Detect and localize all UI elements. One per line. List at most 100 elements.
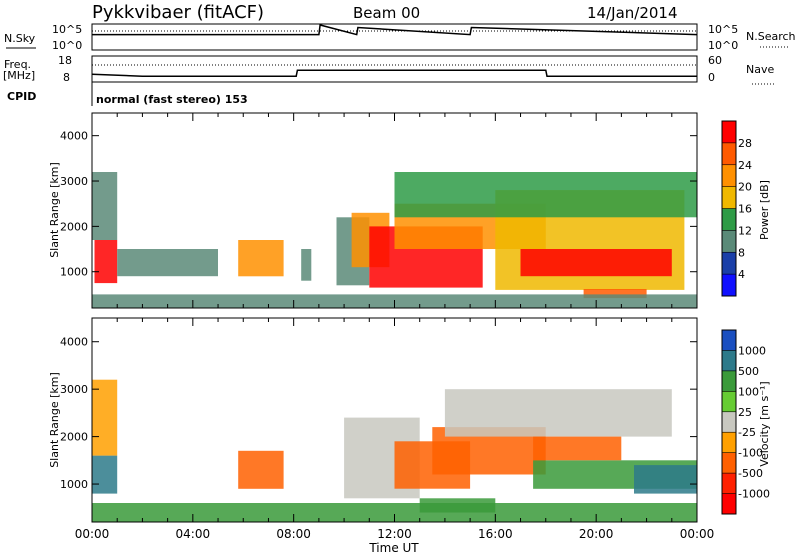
date-title: 14/Jan/2014 <box>587 4 678 22</box>
velocity-colorbar-tick-label-7: -1000 <box>738 488 770 501</box>
velocity-colorbar-swatch-3 <box>722 391 736 413</box>
beam-title: Beam 00 <box>353 4 420 22</box>
velocity-colorbar-label: Velocity [m s⁻¹] <box>758 381 771 466</box>
power-colorbar-swatch-7 <box>722 274 736 297</box>
velocity-ytick-label-2: 2000 <box>60 431 88 444</box>
power-region-10 <box>520 249 672 277</box>
velocity-colorbar-swatch-6 <box>722 452 736 474</box>
power-region-0 <box>94 240 118 284</box>
power-region-12 <box>394 172 697 218</box>
power-x-ticks <box>91 113 698 308</box>
power-colorbar-swatch-1 <box>722 142 736 166</box>
x-axis-label: Time UT <box>368 541 419 554</box>
velocity-ylabel: Slant Range [km] <box>48 372 61 468</box>
freq-frame <box>91 55 698 83</box>
freq-panel: Freq. [MHz] 18 8 60 0 Nave <box>3 54 776 85</box>
velocity-region-0 <box>92 455 118 494</box>
velocity-region-8 <box>533 436 622 461</box>
power-y-ticks: 4000 3000 2000 1000 <box>60 130 697 279</box>
power-colorbar-tick-label-2: 20 <box>738 181 752 194</box>
power-colorbar-swatch-4 <box>722 208 736 231</box>
power-ytick-label-1: 3000 <box>60 175 88 188</box>
power-colorbar-tick-label-5: 8 <box>738 246 745 259</box>
velocity-colorbar-tick-label-6: -500 <box>738 467 763 480</box>
velocity-colorbar-swatch-7 <box>722 473 736 494</box>
nsearch-tick-bottom: 10^0 <box>708 39 738 52</box>
nsky-series <box>92 24 698 36</box>
velocity-y-ticks: 4000 3000 2000 1000 <box>60 336 697 491</box>
power-panel: 4000 3000 2000 1000 Slant Range [km] <box>48 112 698 309</box>
x-tick-label-4: 16:00 <box>478 527 513 541</box>
velocity-colorbar: 1000 500 100 25 -25 -100 -500 -1000 <box>721 329 770 515</box>
velocity-colorbar-tick-label-0: 1000 <box>738 344 766 357</box>
velocity-colorbar-tick-label-1: 500 <box>738 365 759 378</box>
velocity-colorbar-tick-label-2: 100 <box>738 385 759 398</box>
nave-label: Nave <box>746 63 774 76</box>
power-ytick-label-2: 2000 <box>60 220 88 233</box>
power-colorbar-tick-label-3: 16 <box>738 203 752 216</box>
power-heatmap <box>92 172 697 308</box>
x-tick-label-5: 20:00 <box>579 527 614 541</box>
power-ylabel: Slant Range [km] <box>48 162 61 258</box>
freq-series <box>91 64 697 77</box>
power-ytick-label-0: 4000 <box>60 130 88 143</box>
power-colorbar-swatch-5 <box>722 230 736 253</box>
power-region-4 <box>301 249 312 281</box>
freq-unit: [MHz] <box>3 69 35 82</box>
velocity-colorbar-tick-label-4: -25 <box>738 426 756 439</box>
power-region-2 <box>117 249 218 277</box>
nave-tick-top: 60 <box>708 54 722 67</box>
velocity-region-9 <box>634 465 697 494</box>
x-tick-labels: 00:00 04:00 08:00 12:00 16:00 20:00 00:00 <box>75 527 715 541</box>
power-region-1 <box>92 172 118 240</box>
velocity-colorbar-tick-label-5: -100 <box>738 447 763 460</box>
nsky-line <box>92 24 698 36</box>
velocity-region-2 <box>238 450 284 489</box>
velocity-colorbar-swatch-5 <box>722 432 736 454</box>
velocity-region-1 <box>92 379 118 456</box>
power-colorbar-swatch-2 <box>722 164 736 188</box>
freq-label: Freq. <box>4 58 31 71</box>
velocity-region-6 <box>444 389 672 437</box>
power-colorbar: 28 24 20 16 12 8 4 <box>721 120 752 297</box>
power-colorbar-tick-label-6: 4 <box>738 268 745 281</box>
velocity-region-11 <box>92 503 697 522</box>
power-colorbar-tick-label-4: 12 <box>738 224 752 237</box>
x-tick-label-0: 00:00 <box>75 527 110 541</box>
power-colorbar-swatch-6 <box>722 252 736 275</box>
power-colorbar-swatch-3 <box>722 186 736 209</box>
velocity-ytick-label-0: 4000 <box>60 336 88 349</box>
cpid-label: CPID <box>7 90 36 103</box>
nave-tick-bottom: 0 <box>708 71 715 84</box>
velocity-heatmap <box>92 379 697 522</box>
power-colorbar-tick-label-0: 28 <box>738 137 752 150</box>
freq-line <box>91 69 697 77</box>
velocity-colorbar-frame <box>721 329 737 515</box>
velocity-ytick-label-1: 3000 <box>60 383 88 396</box>
nsearch-tick-top: 10^5 <box>708 23 738 36</box>
velocity-panel: 4000 3000 2000 1000 Slant Range [km] <box>48 317 698 523</box>
station-title: Pykkvibaer (fitACF) <box>92 2 264 23</box>
nsearch-label: N.Search <box>746 30 796 43</box>
x-tick-label-3: 12:00 <box>377 527 412 541</box>
power-region-3 <box>238 240 284 277</box>
velocity-colorbar-swatch-8 <box>722 493 736 515</box>
nsky-frame <box>91 23 698 51</box>
nsky-tick-top: 10^5 <box>52 23 82 36</box>
nsky-panel: N.Sky 10^5 10^0 10^5 10^0 N.Search <box>4 23 796 52</box>
freq-tick-bottom: 8 <box>63 71 70 84</box>
nsky-tick-bottom: 10^0 <box>52 39 82 52</box>
x-tick-label-6: 00:00 <box>680 527 715 541</box>
power-colorbar-tick-label-1: 24 <box>738 159 752 172</box>
power-colorbar-swatch-0 <box>722 121 736 144</box>
velocity-ytick-label-3: 1000 <box>60 478 88 491</box>
velocity-colorbar-swatch-1 <box>722 350 736 372</box>
velocity-colorbar-tick-label-3: 25 <box>738 406 752 419</box>
power-colorbar-label: Power [dB] <box>758 180 771 240</box>
velocity-colorbar-swatch-0 <box>722 330 736 351</box>
velocity-x-ticks <box>91 318 698 522</box>
power-ytick-label-3: 1000 <box>60 266 88 279</box>
x-tick-label-1: 04:00 <box>176 527 211 541</box>
freq-tick-top: 18 <box>58 54 72 67</box>
